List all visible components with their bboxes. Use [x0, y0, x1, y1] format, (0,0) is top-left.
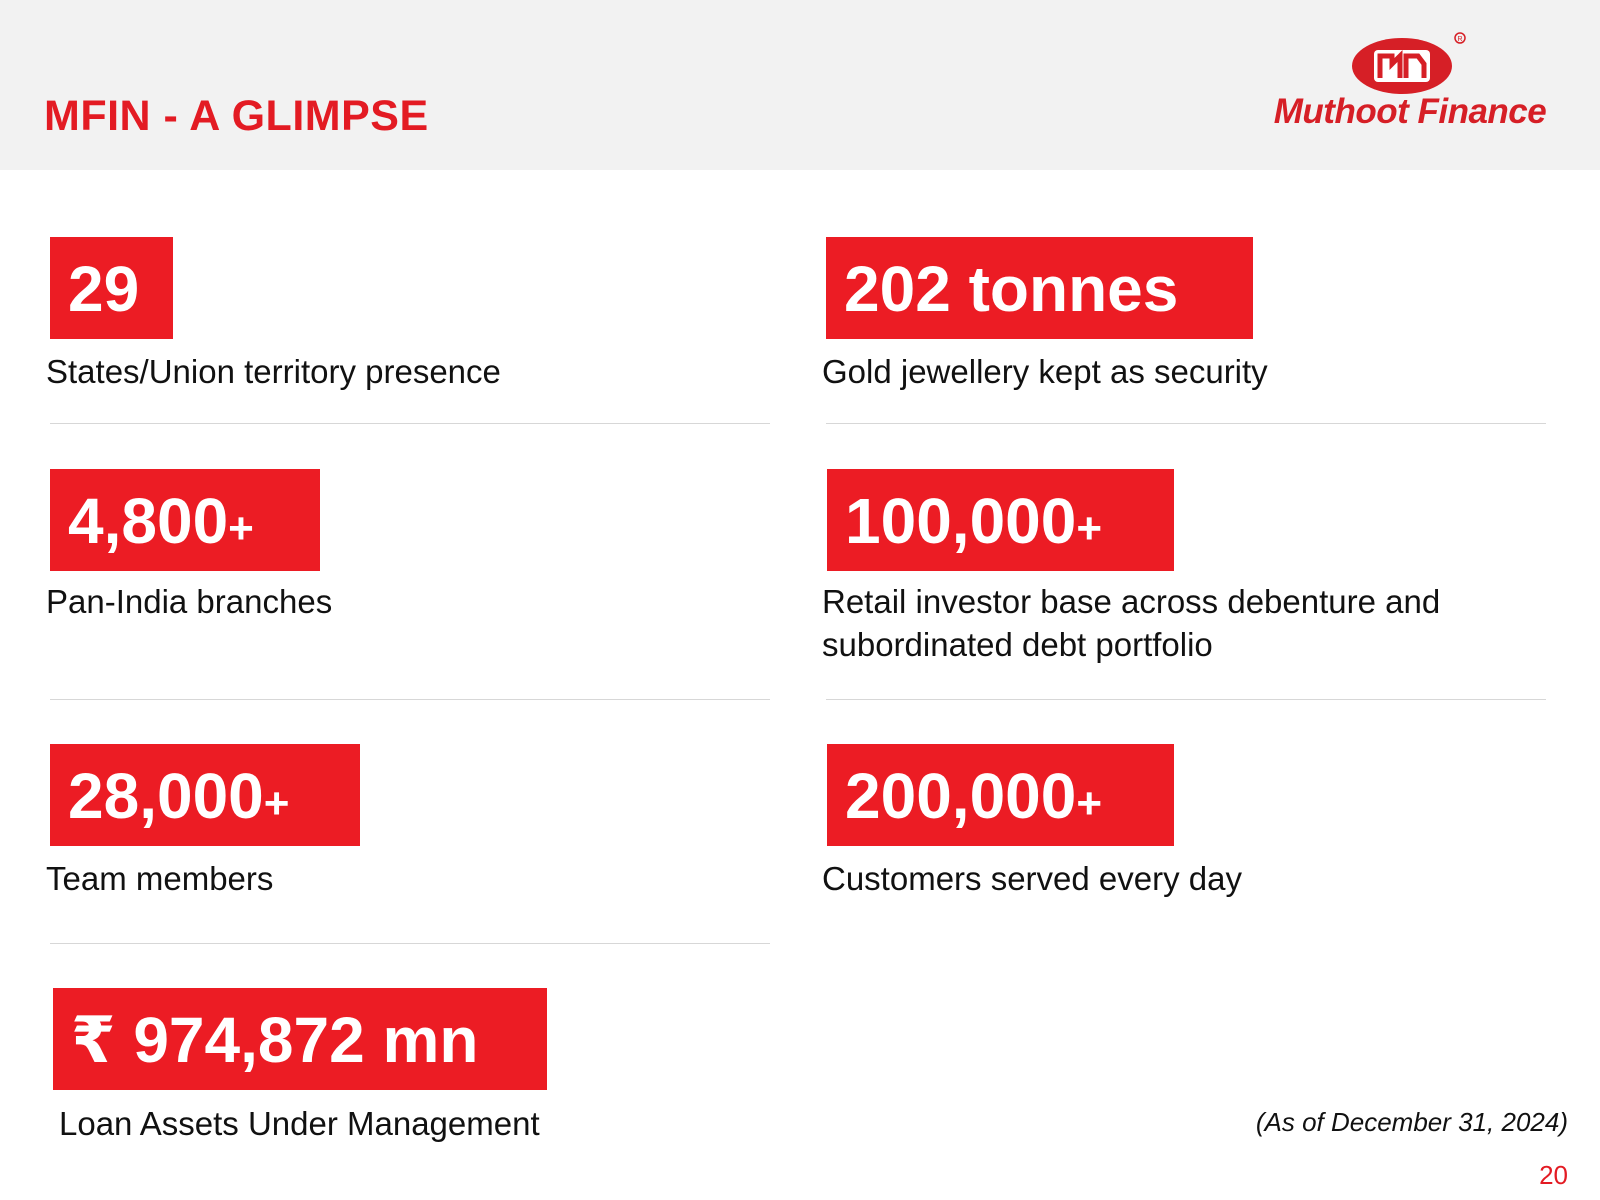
logo-emblem-icon: R: [1352, 32, 1466, 94]
stat-value-states: 29: [50, 237, 173, 339]
company-logo: R Muthoot Finance: [1245, 30, 1575, 140]
stat-number: 28,000: [68, 760, 264, 832]
svg-text:R: R: [1457, 36, 1462, 43]
divider: [50, 423, 770, 424]
stat-label-aum: Loan Assets Under Management: [59, 1105, 540, 1142]
stat-value-investors: 100,000+: [827, 469, 1174, 571]
stat-label-gold: Gold jewellery kept as security: [822, 353, 1268, 390]
stat-value-aum: ₹ 974,872 mn: [53, 988, 547, 1090]
divider: [826, 699, 1546, 700]
stat-suffix: +: [1076, 779, 1103, 828]
stat-number: 29: [68, 253, 140, 325]
stat-label-team: Team members: [46, 860, 274, 897]
stat-value-gold: 202 tonnes: [826, 237, 1253, 339]
stat-number: ₹ 974,872 mn: [71, 1004, 479, 1076]
logo-wordmark: Muthoot Finance: [1273, 92, 1547, 131]
slide-header: MFIN - A GLIMPSE R Muthoot Finance: [0, 0, 1600, 170]
stat-label-customers: Customers served every day: [822, 860, 1242, 897]
as-of-date: (As of December 31, 2024): [1255, 1107, 1568, 1137]
divider: [50, 699, 770, 700]
page-number: 20: [1539, 1160, 1568, 1190]
stat-suffix: +: [263, 779, 290, 828]
stat-number: 100,000: [845, 485, 1077, 557]
divider: [50, 943, 770, 944]
stat-label-branches: Pan-India branches: [46, 583, 333, 620]
stat-value-customers: 200,000+: [827, 744, 1174, 846]
stat-label-states: States/Union territory presence: [46, 353, 501, 390]
stat-label-line: subordinated debt portfolio: [822, 626, 1213, 663]
stat-number: 4,800: [68, 485, 229, 557]
stat-number: 202 tonnes: [844, 253, 1179, 325]
stat-suffix: +: [1076, 504, 1103, 553]
stat-label-line: Retail investor base across debenture an…: [822, 583, 1441, 620]
stat-label-investors: Retail investor base across debenture an…: [822, 580, 1440, 666]
divider: [826, 423, 1546, 424]
stat-suffix: +: [228, 504, 254, 553]
stat-value-team: 28,000+: [50, 744, 360, 846]
stat-value-branches: 4,800+: [50, 469, 320, 571]
slide-title: MFIN - A GLIMPSE: [44, 92, 429, 140]
stat-number: 200,000: [845, 760, 1077, 832]
